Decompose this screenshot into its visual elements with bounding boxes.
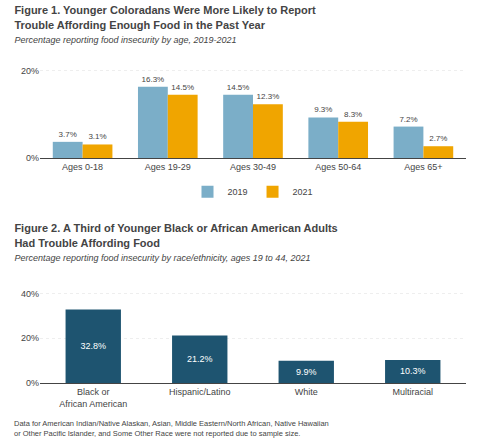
svg-text:White: White xyxy=(295,387,318,397)
svg-text:40%: 40% xyxy=(21,289,39,299)
svg-text:3.1%: 3.1% xyxy=(88,132,106,141)
svg-text:12.3%: 12.3% xyxy=(257,92,280,101)
svg-text:7.2%: 7.2% xyxy=(399,115,417,124)
svg-text:9.3%: 9.3% xyxy=(314,105,332,114)
svg-text:2021: 2021 xyxy=(293,187,313,197)
svg-text:14.5%: 14.5% xyxy=(227,83,250,92)
svg-text:16.3%: 16.3% xyxy=(142,75,165,84)
svg-text:20%: 20% xyxy=(21,333,39,343)
svg-text:Ages 0-18: Ages 0-18 xyxy=(62,162,103,172)
svg-text:2.7%: 2.7% xyxy=(429,134,447,143)
svg-text:Data for American Indian/Nativ: Data for American Indian/Native Alaskan,… xyxy=(14,419,329,438)
svg-text:0%: 0% xyxy=(26,153,39,163)
svg-text:Ages 30-49: Ages 30-49 xyxy=(230,162,276,172)
svg-text:14.5%: 14.5% xyxy=(171,83,194,92)
svg-text:8.3%: 8.3% xyxy=(344,110,362,119)
svg-text:Ages 50-64: Ages 50-64 xyxy=(315,162,361,172)
svg-text:21.2%: 21.2% xyxy=(187,354,213,364)
svg-text:Hispanic/Latino: Hispanic/Latino xyxy=(169,387,231,397)
svg-text:2019: 2019 xyxy=(228,187,248,197)
svg-text:0%: 0% xyxy=(26,378,39,388)
svg-text:Ages 65+: Ages 65+ xyxy=(404,162,442,172)
svg-text:Ages 19-29: Ages 19-29 xyxy=(145,162,191,172)
svg-text:Figure 1. Younger Coloradans W: Figure 1. Younger Coloradans Were More L… xyxy=(14,4,316,45)
svg-text:20%: 20% xyxy=(21,66,39,76)
svg-text:Multiracial: Multiracial xyxy=(392,387,433,397)
svg-text:3.7%: 3.7% xyxy=(59,130,77,139)
svg-text:32.8%: 32.8% xyxy=(80,341,106,351)
svg-text:Figure 2. A Third of Younger B: Figure 2. A Third of Younger Black or Af… xyxy=(14,222,337,263)
svg-text:9.9%: 9.9% xyxy=(296,367,317,377)
svg-text:Black orAfrican American: Black orAfrican American xyxy=(59,387,127,409)
svg-text:10.3%: 10.3% xyxy=(400,366,426,376)
